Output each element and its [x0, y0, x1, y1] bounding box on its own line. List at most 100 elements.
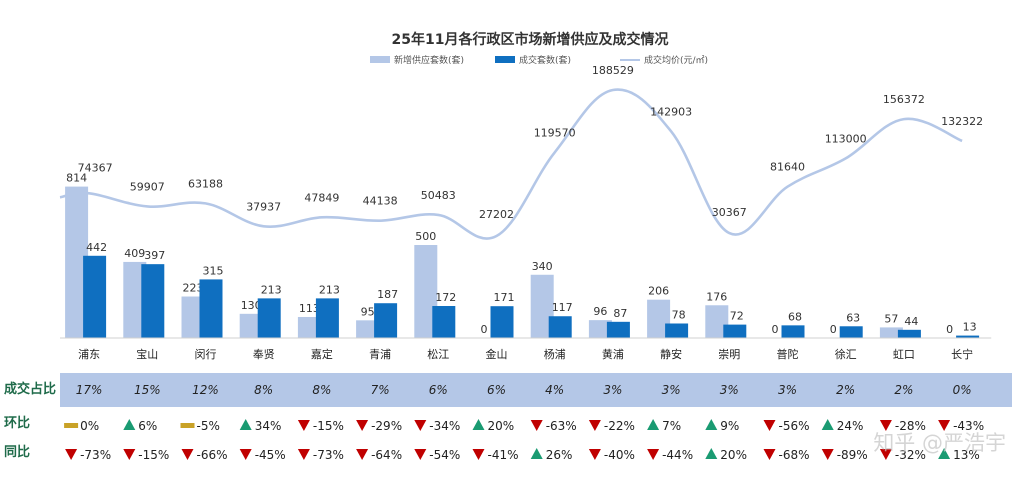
yoy-change-value: 20% [720, 448, 747, 462]
bar-deals [257, 298, 281, 338]
down-triangle-icon [123, 449, 136, 460]
mom-change-value: 0% [80, 419, 99, 433]
up-triangle-icon [938, 448, 951, 459]
x-tick-label: 虹口 [893, 348, 915, 361]
share-value: 8% [254, 383, 273, 397]
bar-deals [315, 298, 339, 338]
yoy-change-value: -64% [371, 448, 402, 462]
down-triangle-icon [879, 420, 892, 431]
x-tick-label: 闵行 [195, 347, 217, 361]
supply-value-label: 57 [884, 312, 898, 325]
deals-value-label: 171 [494, 291, 515, 304]
deals-value-label: 63 [846, 311, 860, 324]
mom-change-value: -63% [546, 419, 577, 433]
supply-value-label: 130 [241, 299, 262, 312]
price-value-label: 81640 [770, 161, 805, 174]
mom-change-value: -15% [313, 419, 344, 433]
price-value-label: 50483 [421, 189, 456, 202]
x-tick-label: 宝山 [136, 347, 158, 361]
share-value: 7% [371, 383, 390, 397]
down-triangle-icon [647, 449, 660, 460]
yoy-change-value: -73% [313, 448, 344, 462]
x-tick-label: 黄浦 [602, 347, 624, 361]
deals-value-label: 44 [904, 315, 918, 328]
price-value-label: 113000 [825, 132, 867, 145]
bar-new-supply [414, 245, 438, 338]
deals-value-label: 213 [261, 283, 282, 296]
share-value: 3% [778, 383, 797, 397]
share-value: 3% [662, 383, 681, 397]
bar-deals [665, 323, 689, 338]
bar-deals [548, 316, 572, 338]
share-band [60, 373, 1012, 407]
price-value-label: 63188 [188, 177, 223, 190]
share-value: 0% [953, 383, 972, 397]
bar-new-supply [647, 299, 671, 338]
bar-new-supply [705, 305, 729, 338]
x-tick-label: 浦东 [78, 348, 100, 361]
share-value: 12% [192, 383, 219, 397]
price-value-label: 59907 [130, 180, 165, 193]
price-line [59, 88, 963, 240]
x-tick-label: 杨浦 [544, 347, 566, 361]
x-tick-label: 金山 [486, 347, 508, 361]
share-value: 4% [545, 383, 564, 397]
down-triangle-icon [530, 420, 543, 431]
bar-new-supply [181, 296, 205, 338]
deals-value-label: 187 [377, 288, 398, 301]
deals-value-label: 78 [672, 308, 686, 321]
bar-new-supply [123, 261, 147, 338]
supply-value-label: 0 [772, 323, 779, 336]
price-value-label: 47849 [304, 191, 339, 204]
yoy-change-value: -15% [138, 448, 169, 462]
deals-value-label: 72 [730, 310, 744, 323]
price-value-label: 37937 [246, 200, 281, 213]
down-triangle-icon [239, 449, 252, 460]
share-value: 15% [134, 383, 161, 397]
bar-deals [781, 325, 805, 338]
mom-change-value: 6% [138, 419, 157, 433]
supply-value-label: 500 [415, 230, 436, 243]
down-triangle-icon [181, 449, 194, 460]
down-triangle-icon [297, 420, 310, 431]
yoy-change-value: -66% [197, 448, 228, 462]
up-triangle-icon [530, 448, 543, 459]
yoy-change-value: -54% [429, 448, 460, 462]
yoy-change-value: -41% [488, 448, 519, 462]
bar-deals [141, 264, 165, 338]
yoy-change-value: -68% [779, 448, 810, 462]
x-tick-label: 长宁 [951, 347, 973, 361]
bar-new-supply [879, 327, 903, 338]
bar-deals [956, 335, 980, 338]
price-value-label: 44138 [363, 195, 398, 208]
supply-value-label: 0 [830, 323, 837, 336]
mom-change-value: -34% [429, 419, 460, 433]
price-value-label: 132322 [941, 115, 983, 128]
bar-new-supply [297, 316, 321, 338]
price-value-label: 156372 [883, 93, 925, 106]
up-triangle-icon [821, 419, 834, 430]
supply-value-label: 95 [361, 305, 375, 318]
down-triangle-icon [879, 449, 892, 460]
row-label-yoy: 同比 [4, 444, 30, 460]
price-value-label: 142903 [650, 105, 692, 118]
up-triangle-icon [239, 419, 252, 430]
up-triangle-icon [705, 419, 718, 430]
legend-label: 成交套数(套) [519, 54, 571, 66]
down-triangle-icon [588, 420, 601, 431]
bar-deals [490, 306, 514, 338]
x-tick-label: 徐汇 [835, 347, 857, 361]
mom-change-value: -22% [604, 419, 635, 433]
bar-deals [374, 303, 398, 338]
mom-change-value: -56% [779, 419, 810, 433]
deals-value-label: 172 [435, 291, 456, 304]
share-value: 17% [76, 383, 103, 397]
bar-new-supply [356, 320, 380, 338]
up-triangle-icon [123, 419, 136, 430]
supply-value-label: 223 [183, 282, 204, 295]
row-label-share: 成交占比 [4, 381, 56, 397]
down-triangle-icon [414, 449, 427, 460]
